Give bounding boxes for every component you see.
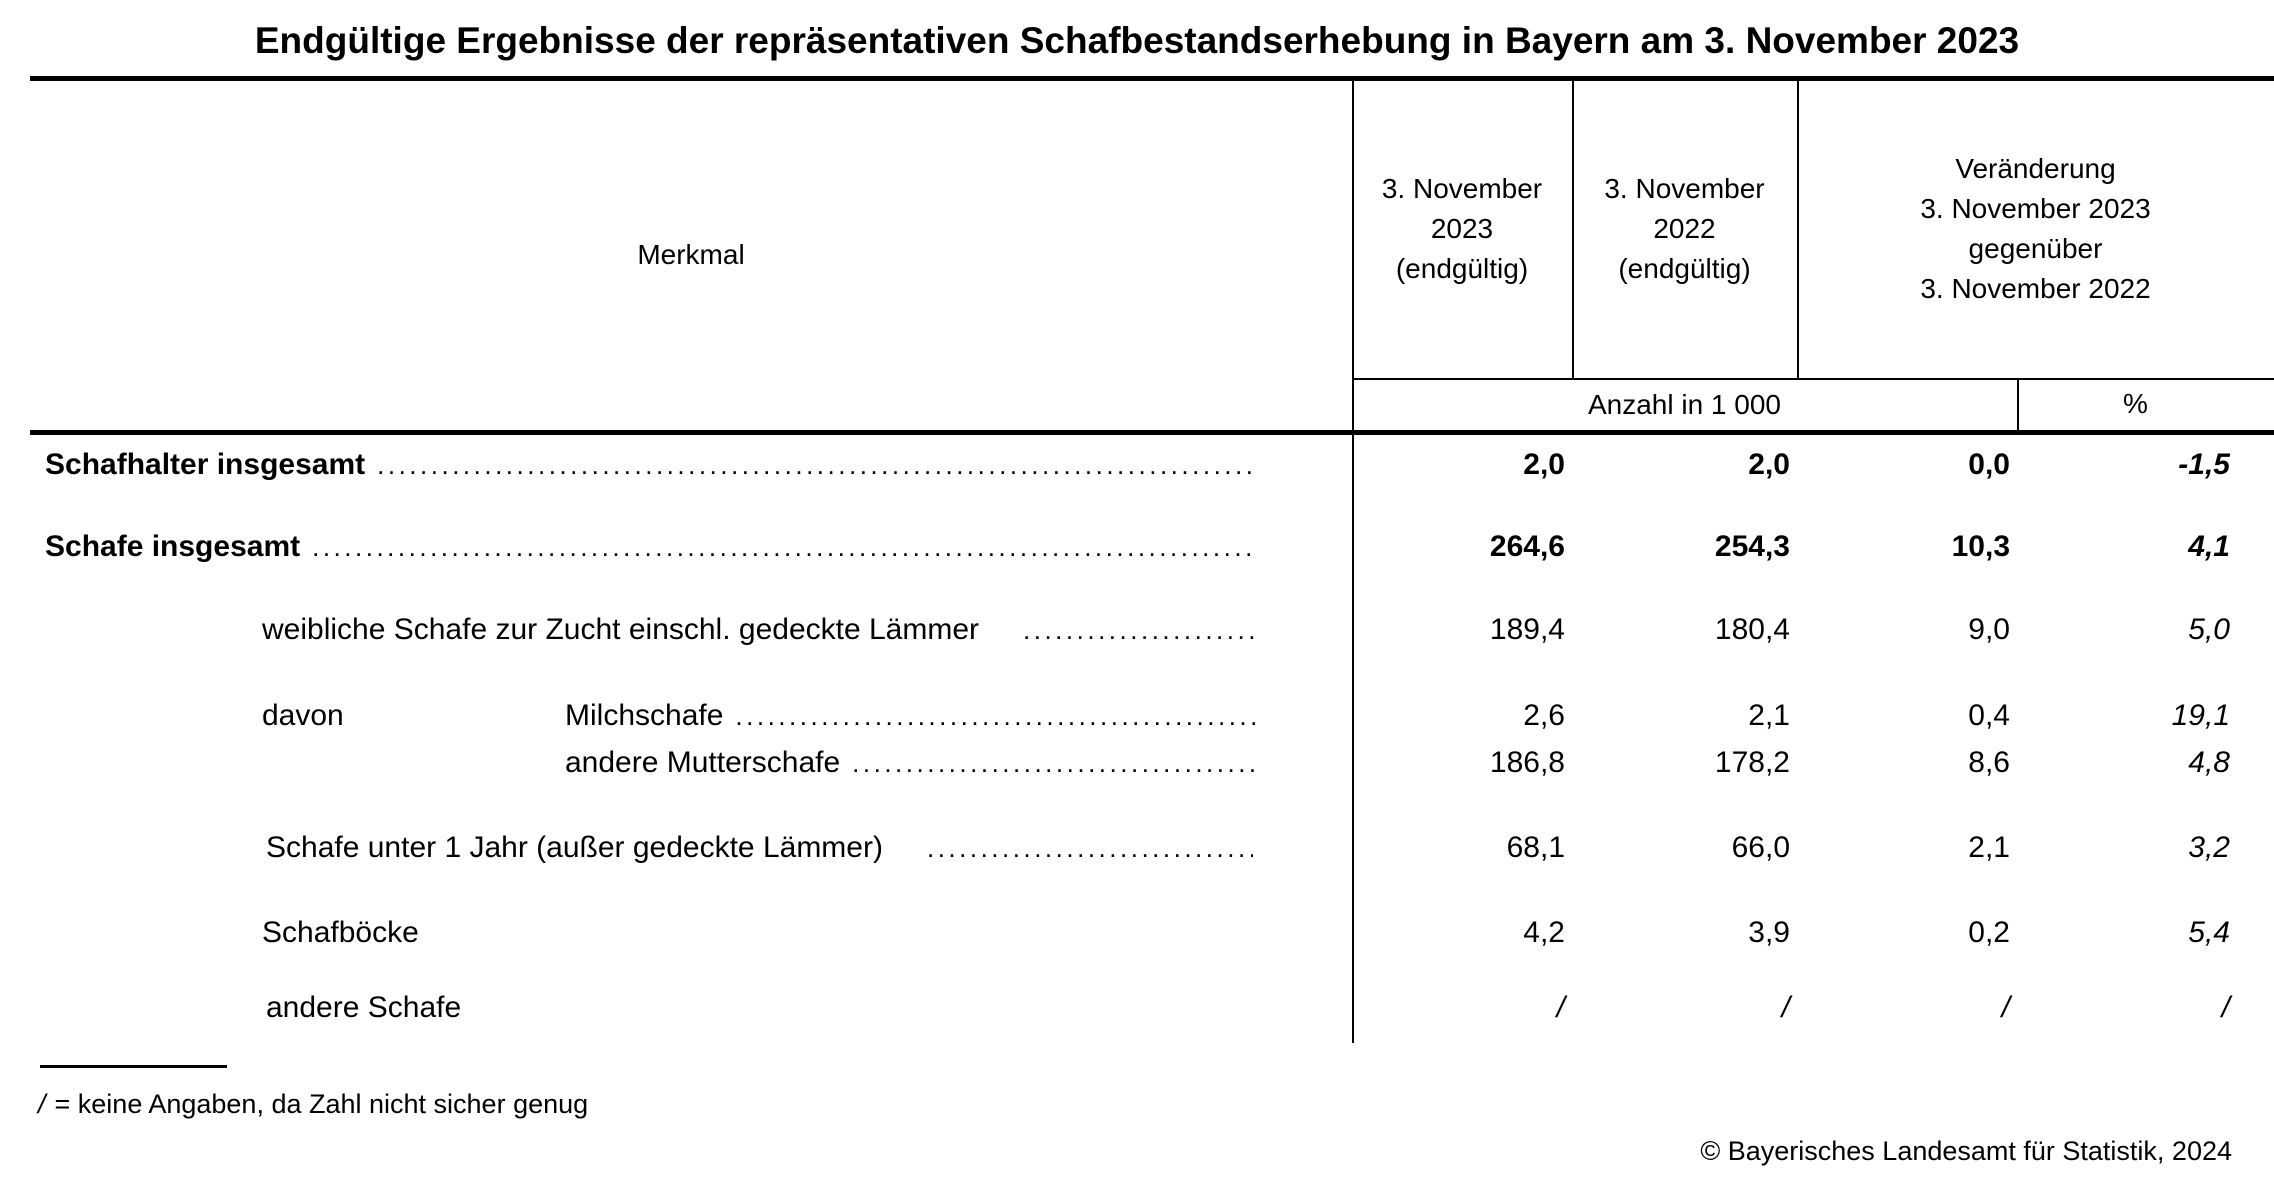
footnote-rule: [40, 1065, 227, 1068]
rule-header-bottom: [30, 430, 2274, 435]
row-label: Milchschafe: [565, 699, 724, 732]
footnote-symbol: /: [38, 1089, 46, 1119]
row-value-change-pct: 5,0: [2188, 613, 2230, 646]
row-value-2022: 254,3: [1714, 530, 1790, 563]
table-row: andere Schafe / / / /: [0, 991, 2274, 1031]
row-value-change-pct: -1,5: [2178, 448, 2230, 481]
divider-anzahl-percent: [2017, 380, 2019, 430]
footnote: / = keine Angaben, da Zahl nicht sicher g…: [38, 1089, 588, 1120]
row-value-change-abs: 2,1: [1968, 831, 2010, 864]
row-value-change-abs: /: [2001, 991, 2010, 1024]
column-header-merkmal: Merkmal: [637, 239, 745, 270]
row-label-cell: andere Mutterschafe: [565, 746, 1256, 780]
dot-leader: [852, 746, 1256, 780]
table-row: weibliche Schafe zur Zucht einschl. gede…: [0, 613, 2274, 653]
row-value-change-pct: /: [2221, 991, 2230, 1024]
row-label-cell: Schafe unter 1 Jahr (außer gedeckte Lämm…: [266, 831, 1253, 865]
row-label: Schafböcke: [262, 916, 419, 949]
row-label: Schafe unter 1 Jahr (außer gedeckte Lämm…: [266, 831, 883, 864]
row-label: andere Schafe: [266, 991, 462, 1024]
row-value-2023: 68,1: [1506, 831, 1565, 864]
row-value-2022: 3,9: [1748, 916, 1790, 949]
row-value-change-abs: 10,3: [1951, 530, 2010, 563]
row-label-cell: Milchschafe: [565, 699, 1256, 733]
row-value-2022: 66,0: [1731, 831, 1790, 864]
copyright-notice: © Bayerisches Landesamt für Statistik, 2…: [1700, 1136, 2232, 1166]
row-value-change-abs: 9,0: [1968, 613, 2010, 646]
unit-header-anzahl: Anzahl in 1 000: [1587, 389, 1782, 420]
row-value-change-pct: 4,1: [2188, 530, 2230, 563]
row-value-2023: 186,8: [1489, 746, 1565, 779]
divider-merkmal-column: [1352, 81, 1354, 1043]
row-value-change-pct: 5,4: [2188, 916, 2230, 949]
row-label-cell: Schafe insgesamt: [45, 530, 1256, 564]
row-value-2022: /: [1781, 991, 1790, 1024]
row-value-2023: 4,2: [1523, 916, 1565, 949]
row-value-change-pct: 3,2: [2188, 831, 2230, 864]
column-header-2022: 3. November 2022 (endgültig): [1572, 169, 1797, 289]
dot-leader: [377, 448, 1256, 482]
row-value-2022: 2,1: [1748, 699, 1790, 732]
row-value-change-pct: 19,1: [2171, 699, 2230, 732]
unit-header-percent: %: [2123, 388, 2148, 419]
row-label: andere Mutterschafe: [565, 746, 841, 779]
column-header-change-line: gegenüber: [1968, 233, 2103, 264]
column-header-change-line: Veränderung: [1955, 153, 2116, 184]
table-row: Schafhalter insgesamt 2,0 2,0 0,0 -1,5: [0, 448, 2274, 488]
row-label: weibliche Schafe zur Zucht einschl. gede…: [262, 613, 980, 646]
row-value-change-abs: 8,6: [1968, 746, 2010, 779]
row-label: Schafhalter insgesamt: [45, 448, 366, 481]
column-header-change-line: 3. November 2023: [1920, 193, 2151, 224]
row-value-2023: 189,4: [1489, 613, 1565, 646]
column-header-2022-line: 2022: [1653, 213, 1716, 244]
row-value-change-abs: 0,2: [1968, 916, 2010, 949]
column-header-2023-line: 3. November: [1381, 173, 1543, 204]
column-header-change-line: 3. November 2022: [1920, 273, 2151, 304]
row-label-cell: Schafhalter insgesamt: [45, 448, 1256, 482]
row-value-2022: 180,4: [1714, 613, 1790, 646]
column-header-2022-line: (endgültig): [1618, 253, 1751, 284]
footnote-text: = keine Angaben, da Zahl nicht sicher ge…: [54, 1089, 589, 1119]
row-value-2022: 2,0: [1748, 448, 1790, 481]
row-value-2023: 2,6: [1523, 699, 1565, 732]
dot-leader: [735, 699, 1256, 733]
row-value-change-abs: 0,0: [1968, 448, 2010, 481]
row-prefix-davon: davon: [262, 699, 344, 732]
dot-leader: [312, 530, 1256, 564]
row-value-2023: 264,6: [1489, 530, 1565, 563]
column-header-change: Veränderung 3. November 2023 gegenüber 3…: [1797, 149, 2274, 309]
table-row: Schafe unter 1 Jahr (außer gedeckte Lämm…: [0, 831, 2274, 871]
dot-leader: [1023, 613, 1256, 647]
table-row: davon Milchschafe 2,6 2,1 0,4 19,1: [0, 699, 2274, 739]
table-row: Schafböcke 4,2 3,9 0,2 5,4: [0, 916, 2274, 956]
row-value-2023: 2,0: [1523, 448, 1565, 481]
table-row: Schafe insgesamt 264,6 254,3 10,3 4,1: [0, 530, 2274, 570]
row-label: Schafe insgesamt: [45, 530, 301, 563]
divider-col-2022-change: [1797, 81, 1799, 380]
column-header-2023-line: (endgültig): [1395, 253, 1529, 284]
rule-top: [30, 76, 2274, 81]
row-label-cell: weibliche Schafe zur Zucht einschl. gede…: [262, 613, 1256, 647]
column-header-2023-line: 2023: [1430, 213, 1494, 244]
column-header-2023: 3. November 2023 (endgültig): [1352, 169, 1572, 289]
row-value-2023: /: [1556, 991, 1565, 1024]
table-row: andere Mutterschafe 186,8 178,2 8,6 4,8: [0, 746, 2274, 786]
column-header-2022-line: 3. November: [1604, 173, 1765, 204]
rule-unit-row-top: [1352, 378, 2274, 380]
divider-col-2023-2022: [1572, 81, 1574, 380]
page-title: Endgültige Ergebnisse der repräsentative…: [254, 20, 2020, 61]
row-value-2022: 178,2: [1714, 746, 1790, 779]
dot-leader: [927, 831, 1253, 865]
row-value-change-pct: 4,8: [2188, 746, 2230, 779]
row-value-change-abs: 0,4: [1968, 699, 2010, 732]
